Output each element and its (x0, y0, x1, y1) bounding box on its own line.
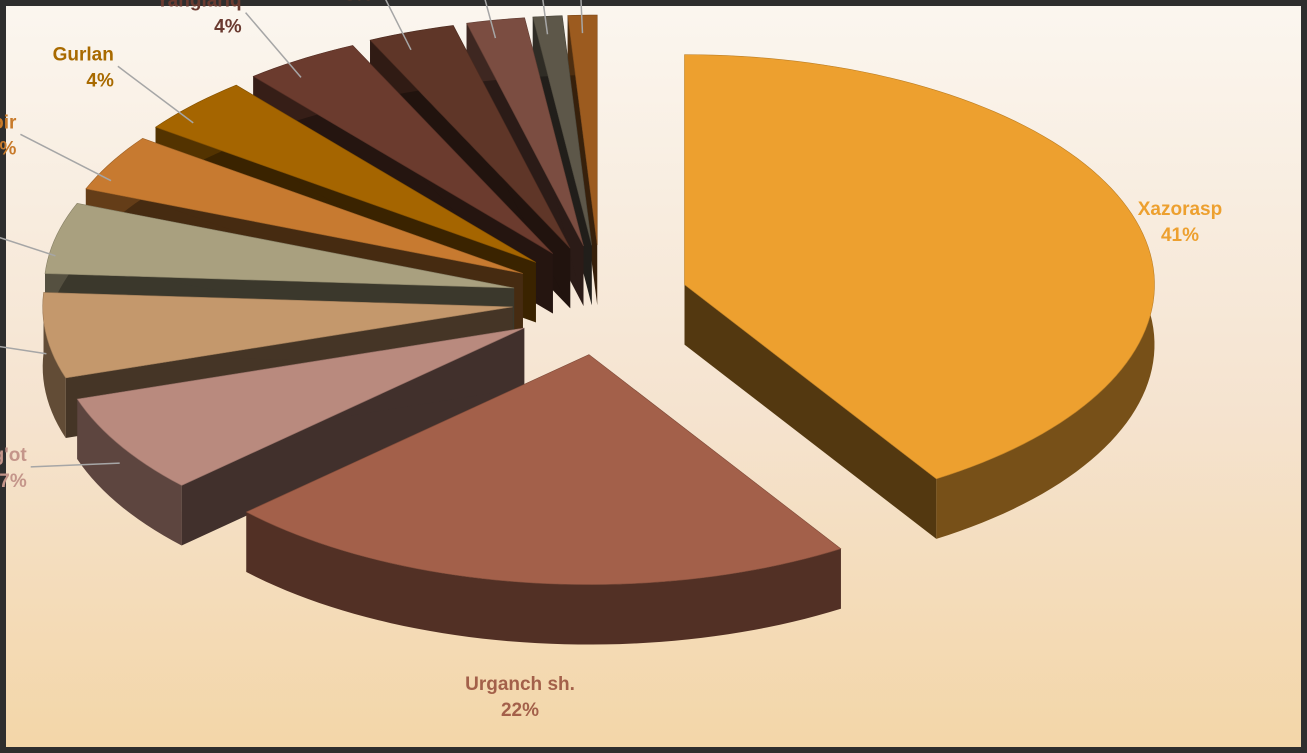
leader-line (385, 0, 412, 51)
data-label-value: 4% (214, 17, 242, 38)
slice (42, 292, 513, 379)
leader-line (30, 462, 120, 468)
data-label-name: Gurlan (53, 44, 114, 65)
data-label-name: Bog'ot (0, 445, 27, 466)
data-label-name: Xazorasp (1138, 199, 1222, 220)
slice (76, 327, 525, 546)
data-label-value: 4% (0, 138, 17, 159)
slice-wall (684, 284, 937, 539)
slice-side (77, 399, 182, 546)
slice (567, 14, 598, 246)
slices (42, 14, 1155, 645)
slice-side (246, 512, 841, 645)
leader-line (580, 0, 584, 34)
data-label-value: 4% (86, 70, 114, 91)
slice (252, 45, 554, 254)
leader-line (484, 0, 497, 39)
slice (44, 203, 515, 289)
data-label-name: Yangiariq (156, 0, 242, 12)
data-label-name: Qo'shko'pir (0, 112, 17, 133)
data-label-name: Urganch sh. (465, 674, 575, 695)
data-label-value: 3% (344, 0, 372, 5)
leader-line (542, 0, 549, 35)
slice (245, 354, 842, 585)
slice (154, 84, 537, 263)
slice (684, 54, 1155, 480)
leader-line (0, 236, 56, 257)
slice-side (42, 292, 66, 438)
leader-line (245, 12, 302, 78)
slice (76, 327, 525, 486)
slice (245, 354, 842, 645)
leader-line (20, 133, 112, 182)
slice (466, 17, 584, 247)
slice (369, 25, 571, 249)
data-label-value: 41% (1161, 225, 1199, 246)
leader-line (117, 65, 194, 124)
data-label-value: 22% (501, 700, 539, 721)
slice (532, 15, 593, 246)
data-label-value: 7% (0, 471, 27, 492)
slice (684, 54, 1155, 539)
leader-line (0, 345, 47, 355)
slice (85, 137, 523, 274)
